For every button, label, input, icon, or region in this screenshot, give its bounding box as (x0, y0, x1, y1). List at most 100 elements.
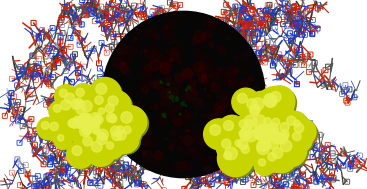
Circle shape (171, 47, 180, 56)
Circle shape (73, 96, 92, 115)
Circle shape (109, 115, 117, 123)
Circle shape (241, 51, 251, 60)
Circle shape (254, 125, 283, 155)
Circle shape (154, 151, 163, 159)
Circle shape (90, 77, 121, 109)
Circle shape (250, 105, 260, 115)
Circle shape (113, 119, 118, 125)
Circle shape (260, 138, 283, 161)
Circle shape (166, 26, 168, 28)
Circle shape (239, 122, 268, 150)
Circle shape (151, 136, 157, 141)
Circle shape (230, 133, 240, 142)
Circle shape (159, 115, 167, 124)
Circle shape (53, 105, 61, 112)
Circle shape (66, 115, 94, 143)
Circle shape (79, 117, 90, 128)
Circle shape (272, 132, 283, 144)
Circle shape (170, 58, 173, 61)
Circle shape (102, 138, 123, 159)
Circle shape (235, 115, 258, 139)
Circle shape (94, 126, 124, 156)
Circle shape (263, 148, 287, 172)
Circle shape (86, 116, 93, 122)
Circle shape (169, 92, 171, 93)
Circle shape (193, 80, 198, 84)
Circle shape (73, 120, 104, 151)
Circle shape (128, 115, 137, 124)
Circle shape (81, 118, 102, 139)
Circle shape (248, 54, 251, 56)
Circle shape (269, 129, 299, 160)
Circle shape (76, 110, 108, 143)
Circle shape (228, 79, 236, 88)
Circle shape (138, 101, 140, 104)
Circle shape (240, 111, 275, 146)
Circle shape (142, 151, 147, 156)
Circle shape (175, 98, 178, 101)
Circle shape (76, 113, 105, 143)
Circle shape (185, 111, 195, 122)
Circle shape (240, 128, 243, 132)
Circle shape (95, 105, 113, 123)
Circle shape (237, 127, 257, 147)
Circle shape (148, 26, 155, 34)
Circle shape (185, 113, 190, 118)
Circle shape (235, 126, 256, 146)
Circle shape (264, 86, 295, 117)
Circle shape (241, 101, 252, 111)
Circle shape (75, 108, 102, 134)
Circle shape (258, 136, 281, 160)
Circle shape (106, 125, 135, 154)
Circle shape (202, 113, 214, 124)
Circle shape (140, 52, 142, 54)
Circle shape (246, 137, 248, 139)
Circle shape (236, 90, 242, 95)
Circle shape (280, 132, 288, 140)
Circle shape (71, 100, 81, 109)
Circle shape (201, 34, 206, 39)
Circle shape (239, 130, 246, 137)
Circle shape (116, 126, 124, 134)
Circle shape (275, 128, 299, 151)
Circle shape (109, 127, 136, 155)
Circle shape (74, 116, 80, 123)
Circle shape (108, 103, 115, 110)
Circle shape (105, 121, 133, 149)
Circle shape (166, 18, 176, 29)
Circle shape (62, 90, 89, 117)
Circle shape (208, 113, 214, 119)
Circle shape (270, 127, 302, 159)
Circle shape (254, 130, 262, 138)
Circle shape (66, 141, 94, 168)
Circle shape (216, 123, 222, 129)
Circle shape (246, 100, 253, 107)
Circle shape (262, 122, 294, 153)
Circle shape (161, 27, 166, 32)
Circle shape (113, 106, 123, 117)
Circle shape (200, 35, 204, 40)
Circle shape (93, 128, 100, 135)
Circle shape (150, 35, 155, 40)
Circle shape (172, 54, 179, 61)
Circle shape (73, 97, 94, 117)
Circle shape (257, 119, 286, 148)
Circle shape (270, 91, 281, 102)
Circle shape (205, 60, 215, 70)
Circle shape (50, 122, 58, 131)
Circle shape (177, 146, 183, 151)
Circle shape (210, 125, 221, 135)
Circle shape (173, 114, 176, 117)
Circle shape (233, 69, 239, 74)
Circle shape (190, 90, 193, 92)
Circle shape (224, 67, 235, 77)
Circle shape (139, 96, 143, 100)
Circle shape (260, 114, 280, 134)
Circle shape (250, 122, 282, 154)
Circle shape (183, 136, 193, 145)
Circle shape (166, 47, 175, 56)
Circle shape (179, 119, 190, 131)
Circle shape (174, 81, 182, 89)
Circle shape (144, 50, 154, 60)
Circle shape (252, 98, 264, 110)
